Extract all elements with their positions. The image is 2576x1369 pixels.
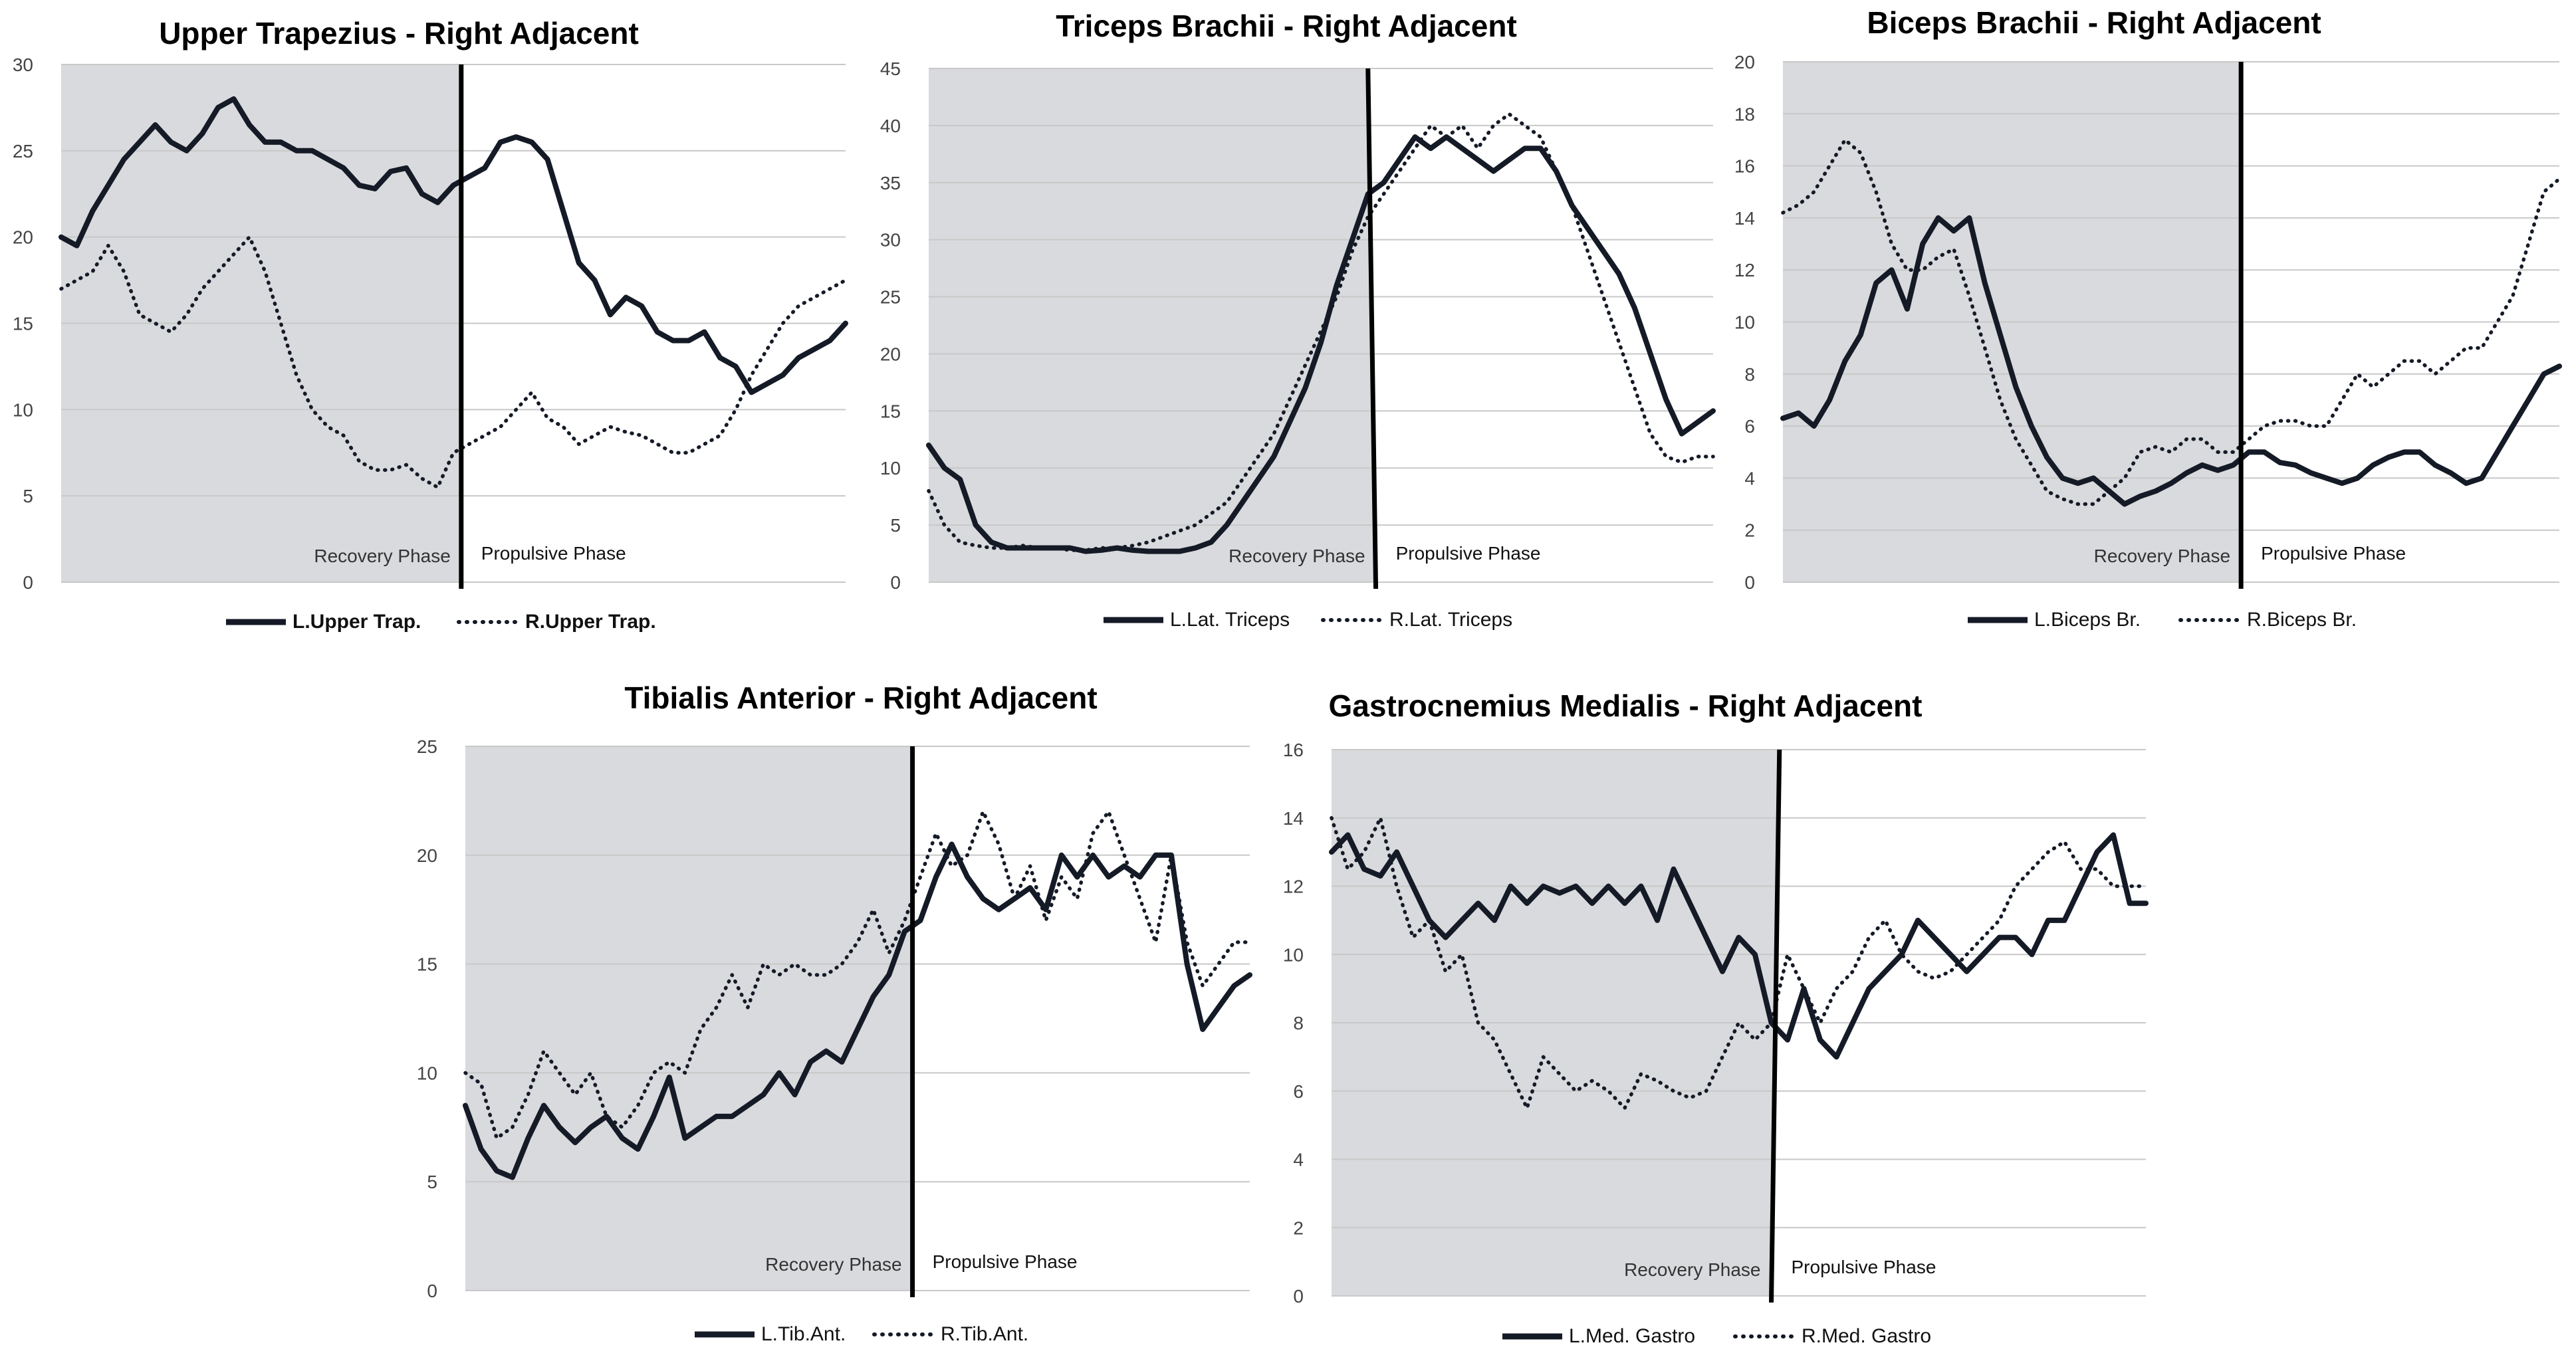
y-tick-label: 12 [1734, 260, 1755, 280]
series-line-left [59, 96, 848, 395]
chart-panel-4: Tibialis Anterior - Right Adjacent 0 5 10 15… [417, 681, 1252, 1345]
y-tick-label: 5 [23, 486, 33, 506]
y-tick-label: 18 [1734, 104, 1755, 124]
y-tick-label: 15 [880, 401, 901, 421]
y-tick-label: 10 [1283, 944, 1304, 965]
chart-title: Upper Trapezius - Right Adjacent [159, 16, 639, 51]
y-tick-label: 30 [880, 230, 901, 251]
y-tick-label: 0 [23, 572, 33, 593]
y-tick-label: 12 [1283, 877, 1304, 897]
y-tick-label: 0 [890, 572, 901, 593]
y-tick-label: 10 [13, 399, 33, 420]
legend-label: L.Lat. Triceps [1170, 609, 1290, 631]
y-tick-label: 45 [880, 58, 901, 79]
y-tick-label: 4 [1293, 1150, 1304, 1170]
y-tick-label: 6 [1293, 1081, 1304, 1102]
y-tick-label: 0 [1744, 572, 1755, 593]
y-tick-label: 14 [1734, 208, 1755, 229]
legend-label: R.Tib.Ant. [941, 1323, 1028, 1345]
recovery-phase-label: Recovery Phase [2094, 546, 2230, 566]
y-tick-label: 4 [1744, 468, 1755, 488]
recovery-phase-label: Recovery Phase [314, 546, 450, 566]
chart-panel-2: Triceps Brachii - Right Adjacent 0 5 10 15 20… [880, 9, 1716, 631]
y-tick-label: 5 [427, 1172, 437, 1192]
y-tick-label: 8 [1744, 364, 1755, 385]
y-tick-label: 2 [1744, 520, 1755, 541]
legend-label: R.Lat. Triceps [1389, 609, 1512, 631]
y-tick-label: 10 [417, 1063, 437, 1083]
propulsive-phase-label: Propulsive Phase [933, 1251, 1078, 1272]
y-tick-label: 30 [13, 54, 33, 75]
y-tick-label: 20 [880, 344, 901, 364]
y-tick-label: 25 [13, 141, 33, 161]
chart-title: Biceps Brachii - Right Adjacent [1867, 5, 2321, 40]
phase-divider [1769, 749, 1782, 1303]
propulsive-phase-label: Propulsive Phase [481, 543, 626, 564]
y-tick-label: 15 [13, 314, 33, 334]
legend-label: L.Tib.Ant. [761, 1323, 846, 1345]
recovery-phase-label: Recovery Phase [765, 1254, 901, 1275]
chart-title: Gastrocnemius Medialis - Right Adjacent [1329, 688, 1923, 723]
y-tick-label: 8 [1293, 1013, 1304, 1033]
y-tick-label: 6 [1744, 416, 1755, 437]
y-tick-label: 5 [890, 515, 901, 536]
y-tick-label: 15 [417, 954, 437, 975]
chart-panel-5: Gastrocnemius Medialis - Right Adjacent 0… [1283, 688, 2149, 1347]
recovery-phase-region [465, 746, 913, 1291]
series-line-left [1329, 832, 2149, 1060]
chart-title: Triceps Brachii - Right Adjacent [1056, 9, 1517, 43]
series-line-left [463, 841, 1252, 1180]
recovery-phase-label: Recovery Phase [1624, 1259, 1760, 1280]
recovery-phase-region [929, 68, 1376, 582]
chart-panel-1: Upper Trapezius - Right Adjacent 0 5 10 15 20… [13, 16, 848, 633]
phase-divider [1365, 68, 1379, 589]
chart-title: Tibialis Anterior - Right Adjacent [624, 681, 1097, 715]
y-tick-label: 25 [417, 736, 437, 757]
legend-label: R.Biceps Br. [2247, 609, 2357, 631]
y-tick-label: 10 [1734, 312, 1755, 333]
legend-label: L.Biceps Br. [2034, 609, 2141, 631]
y-tick-label: 10 [880, 458, 901, 478]
y-tick-label: 20 [417, 845, 437, 866]
y-tick-label: 25 [880, 287, 901, 308]
recovery-phase-label: Recovery Phase [1229, 546, 1365, 566]
series-line-right [59, 235, 848, 489]
y-tick-label: 14 [1283, 808, 1304, 829]
series-line-right [1781, 138, 2561, 506]
y-tick-label: 20 [1734, 52, 1755, 72]
y-tick-label: 16 [1283, 740, 1304, 760]
series-line-right [463, 809, 1252, 1140]
y-tick-label: 20 [13, 227, 33, 248]
y-tick-label: 0 [427, 1281, 437, 1301]
y-tick-label: 40 [880, 116, 901, 136]
propulsive-phase-label: Propulsive Phase [1396, 543, 1541, 564]
series-line-left [1780, 215, 2562, 507]
chart-panel-3: Biceps Brachii - Right Adjacent 0 2 4 6 8 10 12… [1734, 5, 2562, 631]
legend-label: L.Upper Trap. [293, 611, 421, 633]
propulsive-phase-label: Propulsive Phase [1792, 1257, 1936, 1277]
propulsive-phase-label: Propulsive Phase [2261, 543, 2406, 564]
series-line-right [1330, 816, 2148, 1110]
legend-label: R.Upper Trap. [525, 611, 656, 633]
y-tick-label: 2 [1293, 1217, 1304, 1238]
series-line-right [927, 112, 1715, 552]
y-tick-label: 35 [880, 173, 901, 193]
legend-label: R.Med. Gastro [1802, 1325, 1931, 1347]
y-tick-label: 0 [1293, 1286, 1304, 1307]
legend-label: L.Med. Gastro [1569, 1325, 1695, 1347]
y-tick-label: 16 [1734, 156, 1755, 177]
